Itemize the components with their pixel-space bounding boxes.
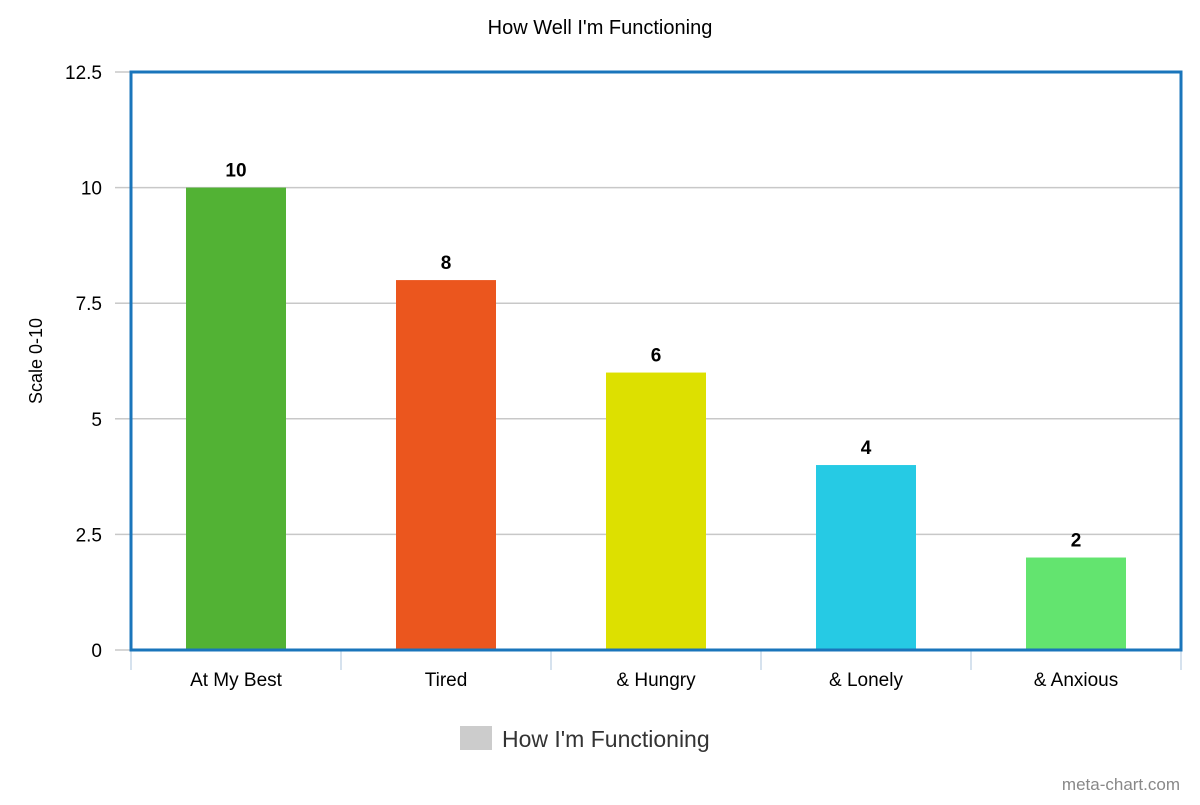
credit-text: meta-chart.com [1062, 775, 1180, 794]
x-tick-label: & Anxious [1034, 670, 1119, 691]
data-label: 10 [225, 161, 246, 182]
y-tick-label: 10 [81, 179, 102, 200]
y-tick-label: 2.5 [76, 525, 102, 546]
plot-frame [129, 70, 1183, 652]
data-label: 4 [861, 438, 872, 459]
y-tick-label: 5 [91, 410, 102, 431]
y-tick-label: 7.5 [76, 294, 102, 315]
data-label: 2 [1071, 531, 1082, 552]
legend-label[interactable]: How I'm Functioning [502, 726, 710, 752]
y-axis: 0 2.5 5 7.5 10 12.5 [65, 63, 131, 662]
bars [186, 187, 1126, 650]
data-labels: 10 8 6 4 2 [225, 161, 1081, 552]
legend-swatch[interactable] [460, 726, 492, 750]
bar[interactable] [606, 372, 706, 650]
chart-title: How Well I'm Functioning [488, 17, 713, 39]
data-label: 6 [651, 346, 662, 367]
x-tick-label: & Hungry [616, 670, 696, 691]
x-axis: At My Best Tired & Hungry & Lonely & Anxious [130, 650, 1182, 691]
legend[interactable]: How I'm Functioning [460, 726, 710, 752]
y-tick-label: 0 [91, 641, 102, 662]
data-label: 8 [441, 253, 452, 274]
y-axis-label: Scale 0-10 [26, 318, 46, 404]
y-tick-label: 12.5 [65, 63, 102, 84]
x-tick-label: At My Best [190, 670, 283, 691]
bar[interactable] [1026, 557, 1126, 650]
x-tick-label: & Lonely [829, 670, 903, 691]
x-tick-label: Tired [425, 670, 468, 691]
bar[interactable] [816, 465, 916, 650]
bar[interactable] [396, 280, 496, 650]
bar[interactable] [186, 187, 286, 650]
